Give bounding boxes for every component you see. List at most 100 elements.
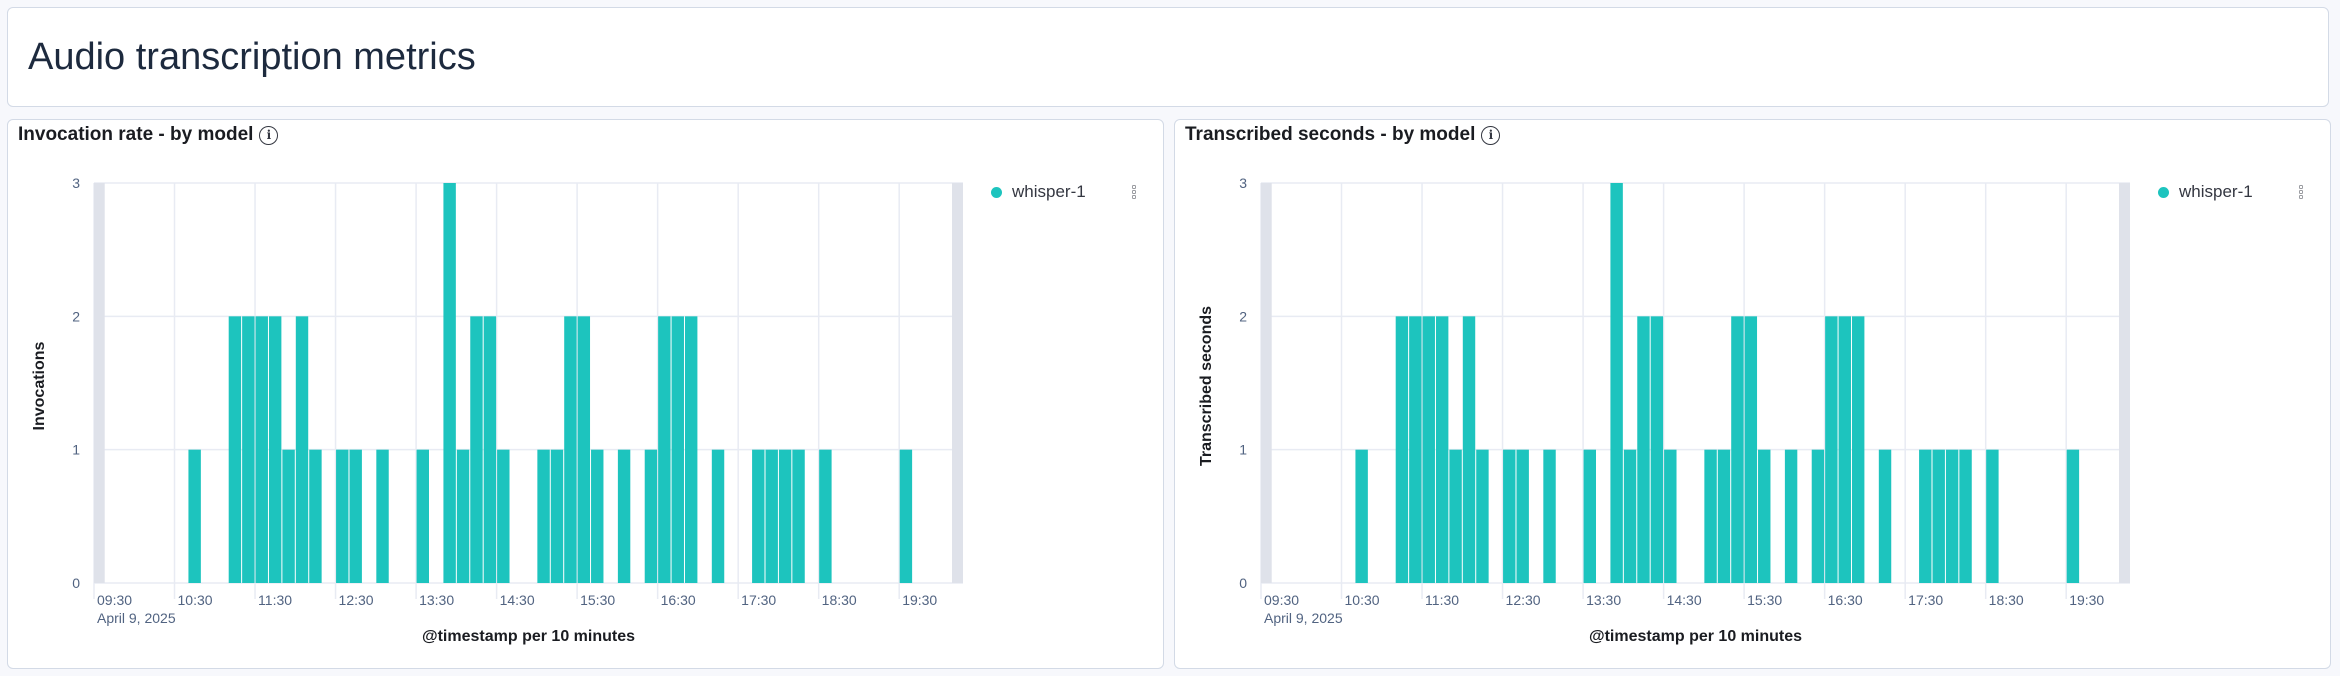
y-tick-label: 0 — [1239, 575, 1247, 591]
bar — [376, 449, 389, 583]
bar — [711, 449, 725, 583]
bar — [1476, 449, 1489, 583]
bar — [617, 449, 631, 583]
bar — [483, 316, 497, 583]
x-tick-label: 15:30 — [580, 592, 615, 608]
x-tick-label: 16:30 — [1828, 592, 1863, 608]
bar — [765, 449, 778, 583]
x-tick-label: 11:30 — [258, 592, 292, 608]
bar — [537, 449, 550, 583]
bar — [282, 449, 295, 583]
bar — [778, 449, 792, 583]
bar — [899, 449, 913, 583]
y-axis-title: Transcribed seconds — [1198, 306, 1215, 466]
bar — [497, 449, 510, 583]
panel-title: Transcribed seconds - by model — [1185, 124, 1476, 145]
bar — [752, 449, 765, 583]
transcribed-seconds-panel: Transcribed seconds - by model i 0 1 2 3 09:3… — [1174, 119, 2331, 669]
domain-band-right — [952, 183, 963, 583]
x-tick-label: 15:30 — [1747, 592, 1782, 608]
bar — [564, 316, 577, 583]
bar — [1919, 449, 1932, 583]
bar — [1623, 449, 1637, 583]
y-tick-label: 2 — [72, 308, 80, 324]
domain-band-right — [2119, 183, 2130, 583]
y-tick-label: 3 — [1239, 175, 1247, 191]
bar — [591, 449, 604, 583]
bar — [242, 316, 255, 583]
bar — [1731, 316, 1744, 583]
bar — [658, 316, 671, 583]
bar — [1462, 316, 1476, 583]
bar — [1959, 449, 1972, 583]
x-date-label: April 9, 2025 — [97, 610, 176, 626]
bar — [819, 449, 832, 583]
bar — [1811, 449, 1825, 583]
x-tick-label: 12:30 — [339, 592, 374, 608]
bar — [671, 316, 684, 583]
x-axis-title: @timestamp per 10 minutes — [1589, 628, 1802, 645]
bar — [336, 449, 349, 583]
dashboard-header: Audio transcription metrics — [7, 7, 2329, 107]
bar — [1637, 316, 1650, 583]
legend-dot-icon — [2158, 186, 2169, 198]
legend-label: whisper-1 — [1012, 182, 1086, 201]
invocation-rate-panel: Invocation rate - by model i 0 1 2 3 09:30 10:… — [7, 119, 1164, 669]
legend-label: whisper-1 — [2179, 182, 2253, 201]
x-tick-label: 18:30 — [1989, 592, 2024, 608]
bar — [684, 316, 698, 583]
bar — [1986, 449, 1999, 583]
bar — [349, 449, 362, 583]
bar — [1704, 449, 1717, 583]
domain-band-left — [1261, 183, 1272, 583]
bar — [1838, 316, 1851, 583]
bar — [1878, 449, 1892, 583]
bar — [456, 449, 470, 583]
x-axis-title: @timestamp per 10 minutes — [422, 628, 635, 645]
bar — [228, 316, 242, 583]
info-icon[interactable]: i — [1481, 125, 1501, 145]
x-tick-label: 12:30 — [1506, 592, 1541, 608]
bar — [1945, 449, 1959, 583]
bar — [188, 449, 201, 583]
legend-menu-icon[interactable]: ▫ ▫ ▫ — [2298, 179, 2304, 204]
y-tick-label: 2 — [1239, 308, 1247, 324]
bar — [644, 449, 658, 583]
bar — [1422, 316, 1435, 583]
x-tick-label: 09:30 — [97, 592, 132, 608]
bar — [1784, 449, 1798, 583]
bar — [416, 449, 429, 583]
panel-title: Invocation rate - by model — [18, 124, 254, 145]
bar-chart: 0 1 2 3 09:30 10:30 11:30 12:30 13:30 14:30 15:30 1… — [31, 175, 963, 645]
bar — [1543, 449, 1556, 583]
bar — [1717, 449, 1731, 583]
x-date-label: April 9, 2025 — [1264, 610, 1343, 626]
x-tick-label: 11:30 — [1425, 592, 1459, 608]
x-tick-label: 17:30 — [741, 592, 776, 608]
bar — [295, 316, 309, 583]
bar — [1395, 316, 1409, 583]
x-tick-label: 16:30 — [661, 592, 696, 608]
domain-band-left — [94, 183, 105, 583]
bar — [1610, 183, 1623, 583]
x-tick-label: 19:30 — [902, 592, 937, 608]
bar — [1851, 316, 1865, 583]
bar — [2066, 449, 2080, 583]
bar — [1503, 449, 1516, 583]
bar — [255, 316, 268, 583]
x-tick-label: 14:30 — [500, 592, 535, 608]
bar — [1758, 449, 1771, 583]
y-tick-label: 3 — [72, 175, 80, 191]
bar — [1664, 449, 1677, 583]
legend-dot-icon — [991, 186, 1002, 198]
bar — [470, 316, 483, 583]
x-tick-label: 09:30 — [1264, 592, 1299, 608]
info-icon[interactable]: i — [259, 125, 279, 145]
legend-menu-icon[interactable]: ▫ ▫ ▫ — [1131, 179, 1137, 204]
bar — [443, 183, 456, 583]
bar — [1583, 449, 1596, 583]
bar-chart: 0 1 2 3 09:30 10:30 11:30 12:30 13:30 14:30 15:30 1… — [1198, 175, 2130, 645]
legend-item[interactable]: whisper-1 — [991, 182, 1086, 202]
x-tick-label: 13:30 — [1586, 592, 1621, 608]
legend-item[interactable]: whisper-1 — [2158, 182, 2253, 202]
